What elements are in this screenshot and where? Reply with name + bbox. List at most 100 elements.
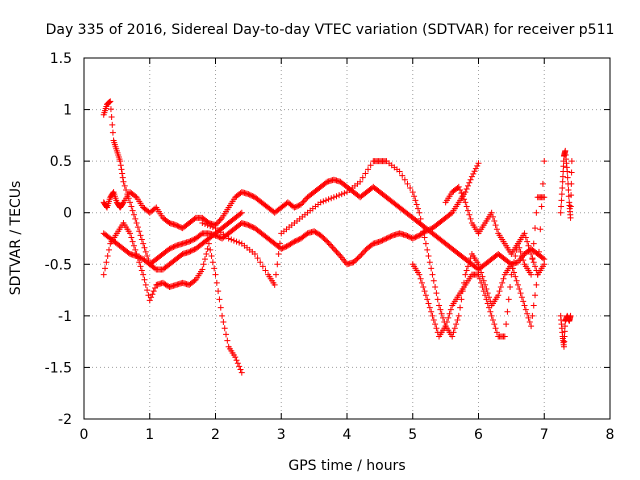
data-point bbox=[479, 283, 486, 290]
data-point bbox=[405, 233, 412, 240]
data-point bbox=[522, 306, 529, 313]
data-point bbox=[412, 197, 419, 204]
data-point bbox=[249, 223, 256, 230]
data-point bbox=[233, 357, 240, 364]
data-point bbox=[152, 285, 159, 292]
data-point bbox=[106, 98, 113, 105]
data-point bbox=[220, 319, 227, 326]
data-point bbox=[124, 191, 131, 198]
data-point bbox=[509, 265, 516, 272]
data-point bbox=[409, 189, 416, 196]
data-point bbox=[401, 176, 408, 183]
data-point bbox=[512, 273, 519, 280]
data-point bbox=[461, 196, 468, 203]
data-point bbox=[472, 165, 479, 172]
data-point bbox=[328, 242, 335, 249]
data-point bbox=[530, 259, 537, 266]
data-point bbox=[208, 253, 215, 260]
x-tick-label: 7 bbox=[540, 427, 549, 443]
data-point bbox=[376, 238, 383, 245]
data-point bbox=[560, 343, 567, 350]
data-point bbox=[142, 248, 149, 255]
data-point bbox=[426, 304, 433, 311]
data-point bbox=[128, 234, 135, 241]
data-point bbox=[246, 191, 253, 198]
data-point bbox=[467, 176, 474, 183]
data-point bbox=[475, 261, 482, 268]
data-point bbox=[458, 296, 465, 303]
data-point bbox=[466, 179, 473, 186]
data-point bbox=[217, 304, 224, 311]
data-point bbox=[524, 310, 531, 317]
data-point bbox=[291, 204, 298, 211]
data-point bbox=[245, 222, 252, 229]
data-point bbox=[216, 296, 223, 303]
data-point bbox=[524, 238, 531, 245]
data-point bbox=[130, 242, 137, 249]
data-point bbox=[567, 203, 574, 210]
data-point bbox=[236, 363, 243, 370]
data-point bbox=[303, 231, 310, 238]
data-point bbox=[426, 259, 433, 266]
data-point bbox=[503, 321, 510, 328]
data-point bbox=[245, 191, 252, 198]
data-point bbox=[525, 314, 532, 321]
data-point bbox=[539, 255, 546, 262]
data-point bbox=[520, 257, 527, 264]
data-point bbox=[416, 209, 423, 216]
data-point bbox=[295, 236, 302, 243]
data-point bbox=[487, 308, 494, 315]
data-point bbox=[425, 227, 432, 234]
data-point bbox=[467, 215, 474, 222]
data-point bbox=[338, 191, 345, 198]
data-point bbox=[525, 242, 532, 249]
data-point bbox=[538, 203, 545, 210]
data-point bbox=[152, 265, 159, 272]
data-point bbox=[322, 237, 329, 244]
data-point bbox=[138, 236, 145, 243]
data-point bbox=[424, 246, 431, 253]
data-point bbox=[174, 222, 181, 229]
data-point bbox=[535, 248, 542, 255]
data-point bbox=[144, 287, 151, 294]
data-point bbox=[463, 267, 470, 274]
y-axis-label: SDTVAR / TECUs bbox=[8, 181, 24, 296]
data-point bbox=[432, 321, 439, 328]
data-point bbox=[166, 245, 173, 252]
data-point bbox=[499, 279, 506, 286]
data-point bbox=[439, 314, 446, 321]
data-point bbox=[215, 233, 222, 240]
data-point bbox=[415, 233, 422, 240]
x-tick-label: 8 bbox=[606, 427, 615, 443]
data-point bbox=[237, 366, 244, 373]
grid bbox=[84, 58, 610, 419]
data-point bbox=[333, 193, 340, 200]
data-point bbox=[388, 233, 395, 240]
data-point bbox=[449, 333, 456, 340]
data-point bbox=[483, 296, 490, 303]
data-point bbox=[517, 290, 524, 297]
data-point bbox=[462, 189, 469, 196]
data-point bbox=[238, 369, 245, 376]
data-point bbox=[422, 292, 429, 299]
data-point bbox=[532, 225, 539, 232]
data-point bbox=[138, 267, 145, 274]
data-point bbox=[294, 237, 301, 244]
data-point bbox=[463, 203, 470, 210]
data-point bbox=[492, 325, 499, 332]
data-point bbox=[149, 291, 156, 298]
data-point bbox=[120, 178, 127, 185]
data-point bbox=[532, 263, 539, 270]
data-point bbox=[294, 203, 301, 210]
data-point bbox=[530, 302, 537, 309]
data-point bbox=[501, 333, 508, 340]
data-point bbox=[188, 237, 195, 244]
data-point bbox=[103, 259, 110, 266]
data-point bbox=[491, 217, 498, 224]
data-point bbox=[329, 244, 336, 251]
data-point bbox=[238, 209, 245, 216]
data-point bbox=[409, 235, 416, 242]
data-point bbox=[129, 207, 136, 214]
data-point bbox=[209, 224, 216, 231]
